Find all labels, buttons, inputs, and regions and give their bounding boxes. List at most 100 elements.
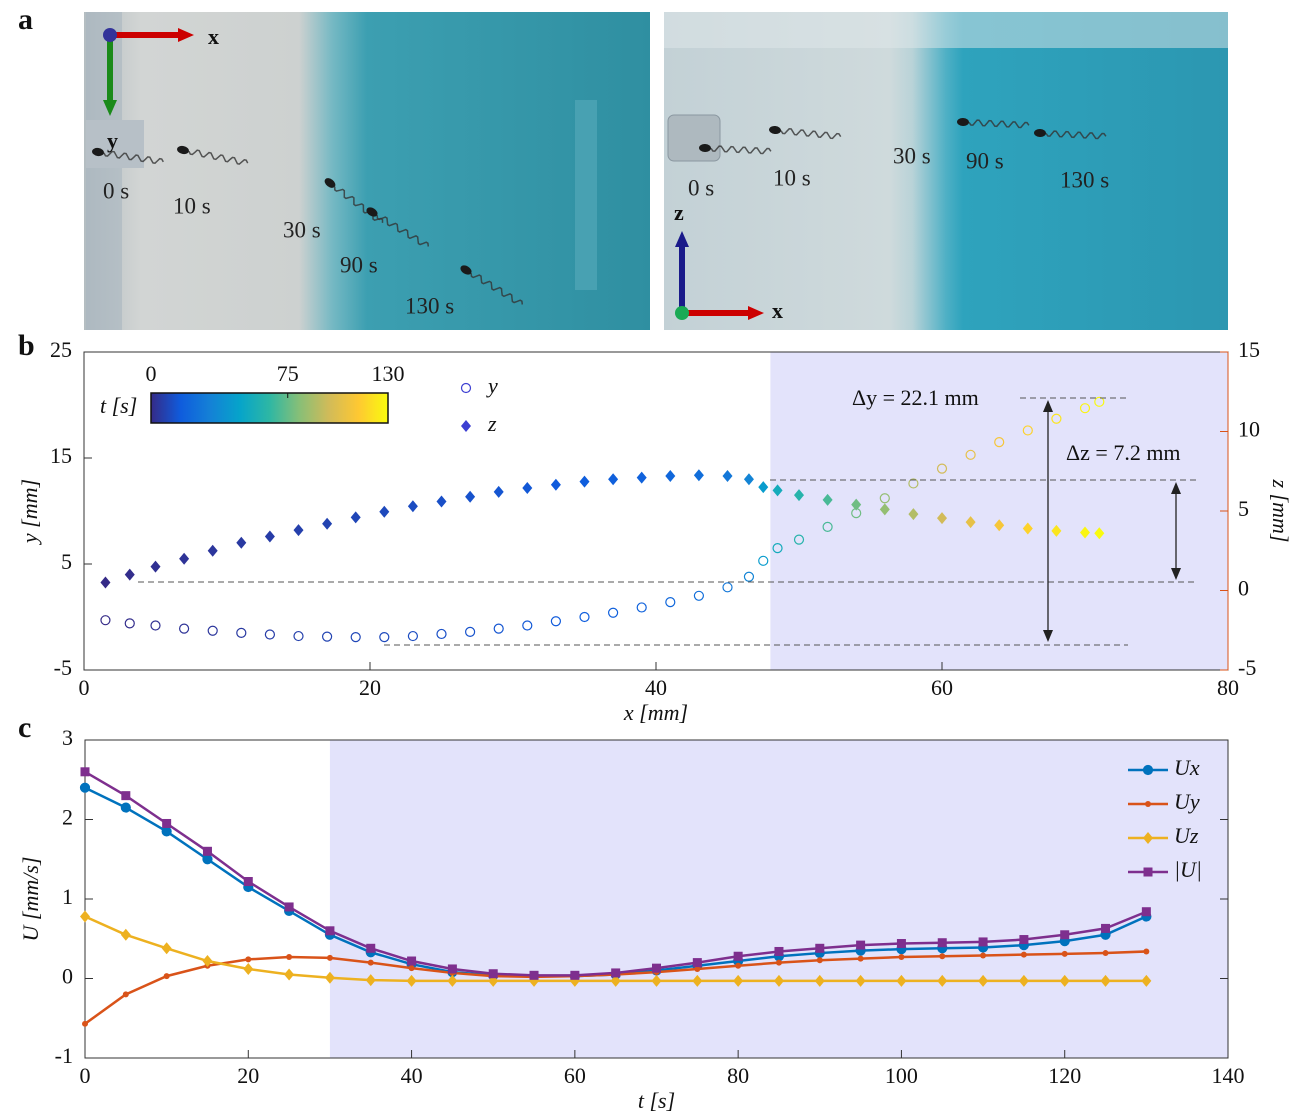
annotation: Δy = 22.1 mm bbox=[852, 385, 979, 410]
marker bbox=[816, 957, 823, 964]
marker bbox=[1094, 527, 1105, 540]
marker bbox=[529, 970, 539, 980]
holder bbox=[86, 120, 144, 168]
marker bbox=[1061, 950, 1068, 957]
annotation: Δz = 7.2 mm bbox=[1066, 440, 1181, 465]
marker bbox=[366, 943, 376, 953]
marker bbox=[939, 953, 946, 960]
time-label: 90 s bbox=[966, 148, 1004, 173]
marker bbox=[937, 938, 947, 948]
marker bbox=[636, 602, 647, 613]
marker bbox=[1022, 425, 1033, 436]
marker bbox=[692, 958, 702, 968]
x-tick-label: 100 bbox=[885, 1063, 918, 1088]
marker bbox=[965, 516, 976, 529]
marker bbox=[743, 571, 755, 582]
y-axis-label: U [mm/s] bbox=[18, 857, 43, 942]
holder bbox=[86, 12, 122, 330]
marker bbox=[121, 791, 131, 801]
marker bbox=[161, 942, 172, 955]
swimmer-tail bbox=[470, 273, 524, 305]
marker bbox=[162, 818, 172, 828]
holder bbox=[575, 100, 597, 290]
marker bbox=[1080, 526, 1090, 539]
marker bbox=[692, 974, 703, 987]
marker bbox=[460, 382, 472, 394]
marker bbox=[1102, 950, 1109, 957]
marker bbox=[1101, 923, 1111, 933]
marker bbox=[693, 469, 704, 482]
marker bbox=[1020, 951, 1027, 958]
swimmer-head bbox=[177, 145, 189, 155]
time-label: 10 s bbox=[173, 193, 211, 218]
marker bbox=[665, 597, 676, 608]
time-label: 30 s bbox=[283, 217, 321, 242]
marker bbox=[1059, 974, 1070, 987]
marker bbox=[493, 623, 504, 634]
swimmer-tail bbox=[103, 150, 164, 164]
marker bbox=[407, 500, 418, 513]
panel-label: c bbox=[18, 711, 31, 744]
marker bbox=[722, 582, 733, 593]
swimmer-tail bbox=[334, 186, 384, 223]
y-tick-label: 0 bbox=[62, 964, 73, 989]
axis-label: z bbox=[674, 200, 684, 225]
marker bbox=[978, 937, 988, 947]
marker bbox=[879, 493, 890, 504]
marker bbox=[1143, 948, 1150, 955]
y2-tick-label: 10 bbox=[1238, 417, 1260, 442]
marker bbox=[693, 590, 705, 601]
colorbar-label: t [s] bbox=[100, 393, 137, 418]
x-tick-label: 40 bbox=[401, 1063, 423, 1088]
y-tick-label: -5 bbox=[54, 655, 72, 680]
marker bbox=[611, 968, 621, 978]
marker bbox=[1094, 396, 1105, 407]
marker bbox=[522, 620, 533, 631]
y-tick-label: 5 bbox=[61, 549, 72, 574]
marker bbox=[100, 576, 111, 589]
x-tick-label: 20 bbox=[237, 1063, 259, 1088]
marker bbox=[284, 968, 295, 981]
marker bbox=[908, 478, 919, 489]
x-tick-label: 60 bbox=[564, 1063, 586, 1088]
marker bbox=[994, 519, 1005, 532]
marker bbox=[1145, 801, 1151, 807]
marker bbox=[179, 623, 190, 634]
swimmer-head bbox=[699, 143, 711, 153]
axis-origin bbox=[675, 306, 689, 320]
marker bbox=[794, 489, 804, 502]
holder bbox=[667, 114, 721, 162]
marker bbox=[161, 826, 172, 837]
marker bbox=[772, 484, 783, 497]
marker bbox=[908, 508, 919, 521]
legend-label: Uy bbox=[1174, 789, 1200, 814]
x-axis-label: x [mm] bbox=[623, 700, 688, 725]
x-tick-label: 140 bbox=[1212, 1063, 1245, 1088]
colorbar bbox=[150, 392, 389, 424]
marker bbox=[694, 965, 701, 972]
marker bbox=[937, 974, 948, 987]
marker bbox=[1060, 930, 1070, 940]
swimmer-tail bbox=[710, 145, 772, 155]
marker bbox=[264, 629, 275, 640]
tank-rim bbox=[664, 12, 1228, 48]
marker bbox=[743, 473, 754, 486]
axis-label: x bbox=[772, 298, 783, 323]
marker bbox=[1051, 524, 1062, 537]
marker bbox=[607, 607, 619, 618]
marker bbox=[856, 940, 866, 950]
marker bbox=[408, 965, 415, 972]
swimmer-head bbox=[957, 117, 969, 127]
y2-tick-label: -5 bbox=[1238, 655, 1256, 680]
x-tick-label: 20 bbox=[359, 675, 381, 700]
marker bbox=[350, 511, 361, 524]
shaded-region bbox=[770, 352, 1228, 670]
marker bbox=[608, 473, 619, 486]
marker bbox=[522, 481, 533, 494]
marker bbox=[379, 632, 390, 643]
marker bbox=[122, 991, 129, 998]
x-tick-label: 60 bbox=[931, 675, 953, 700]
marker bbox=[636, 471, 647, 484]
marker bbox=[150, 560, 161, 573]
